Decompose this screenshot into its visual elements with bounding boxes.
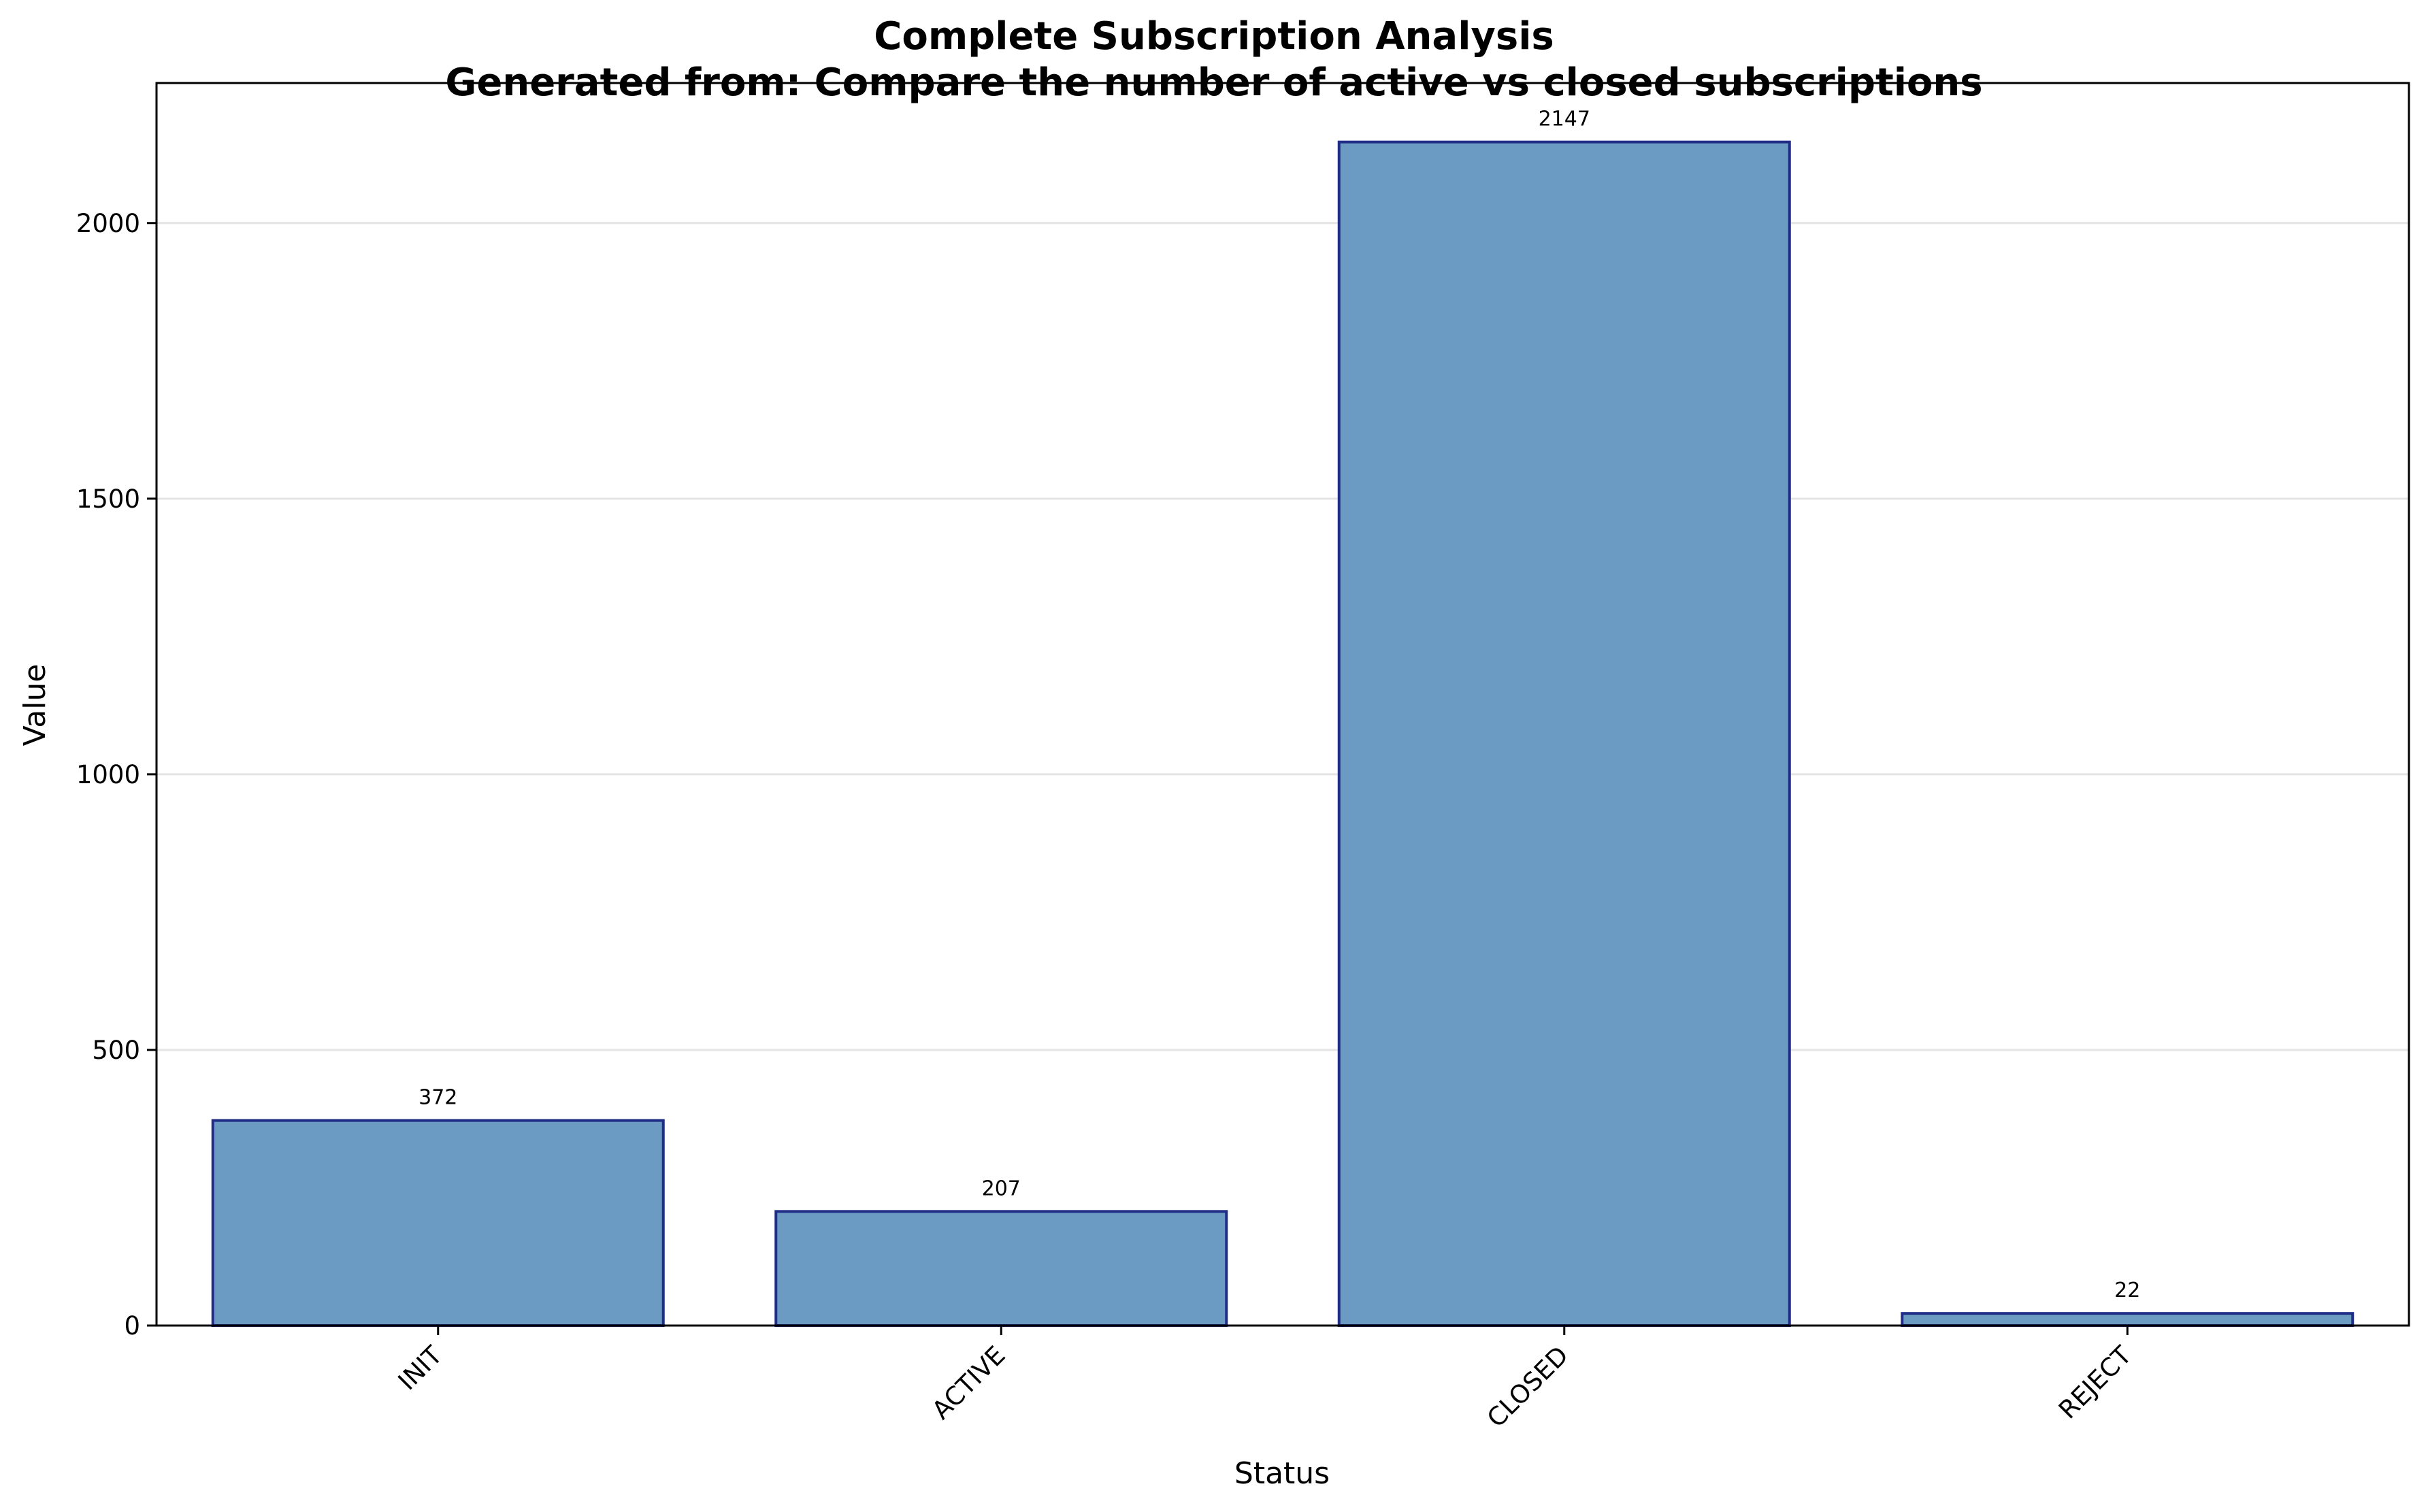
y-tick-label: 1000 xyxy=(76,760,140,789)
bars xyxy=(211,140,2355,1328)
x-axis-label: Status xyxy=(1234,1456,1330,1491)
y-tick-label: 500 xyxy=(92,1036,140,1065)
y-axis-label: Value xyxy=(18,664,52,746)
data-label-init: 372 xyxy=(419,1086,457,1110)
data-label-reject: 22 xyxy=(2114,1279,2140,1302)
data-labels: 372 207 2147 22 xyxy=(419,108,2140,1302)
plot-frame xyxy=(155,82,2410,1327)
bar-init xyxy=(211,1119,665,1327)
data-label-closed: 2147 xyxy=(1539,108,1590,131)
y-axis-ticks: 0 500 1000 1500 2000 xyxy=(76,209,157,1341)
bar-reject xyxy=(1901,1312,2355,1328)
bar-active xyxy=(774,1210,1228,1328)
y-tick-label: 0 xyxy=(124,1311,140,1341)
bar-closed xyxy=(1337,140,1791,1327)
y-tick-label: 1500 xyxy=(76,484,140,514)
data-label-active: 207 xyxy=(982,1177,1021,1200)
y-tick-label: 2000 xyxy=(76,209,140,238)
chart-title: Complete Subscription Analysis xyxy=(874,14,1554,59)
